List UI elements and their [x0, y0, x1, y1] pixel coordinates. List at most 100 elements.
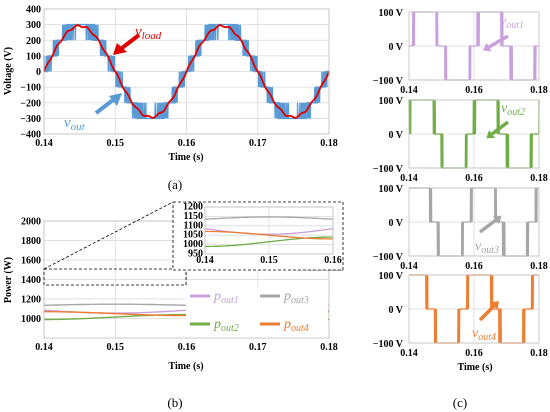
panel-label-sub: out3 [481, 245, 499, 256]
chart-b-y-label: Power (W) [3, 257, 14, 303]
legend-label-p-out1-sub: out1 [221, 295, 239, 306]
chart-a-y-ticks: 400 300 200 100 0 −100 −200 −300 −400 [20, 5, 41, 141]
panel-y-tick-label: −100 V [373, 164, 404, 175]
arrow-v-out-shaft [94, 98, 115, 115]
panel-frame [408, 274, 540, 344]
chart-a-series [43, 23, 330, 120]
panel-label-sub: out1 [506, 20, 524, 31]
inset-y-tick-label: 1050 [183, 230, 203, 241]
panel-label-out3: vout3 [475, 239, 499, 256]
x-tick-label: 0.15 [107, 138, 125, 149]
panel-out4: 100 V 0 V −100 V0.14 0.16 0.18 vout4 [373, 271, 548, 359]
zoom-region-box [43, 268, 187, 286]
inset-background [172, 201, 344, 271]
panel-label-symbol: v [475, 239, 482, 254]
panel-arrow-head-out3 [493, 215, 502, 224]
chart-a-y-label: Voltage (V) [3, 47, 14, 95]
inset-frame [204, 206, 334, 255]
inset-x-tick-label: 0.16 [324, 255, 342, 266]
panel-label-out4: vout4 [472, 326, 496, 343]
legend-label-p-out3-symbol: p [283, 289, 291, 304]
y-tick-label: −200 [20, 98, 41, 109]
panel-x-tick-label: 0.18 [530, 348, 548, 359]
panel-y-tick-label: −100 V [373, 339, 404, 350]
x-tick-label: 0.18 [320, 138, 338, 149]
panel-arrow-out3 [478, 218, 498, 234]
panel-y-tick-label: −100 V [373, 76, 404, 87]
inset-y-tick-label: 1000 [183, 239, 203, 250]
legend-label-p-out1: pout1 [213, 289, 239, 306]
inset-x-tick-label: 0.15 [260, 255, 278, 266]
inset-series-out4-line [205, 230, 333, 240]
x-tick-label: 0.17 [249, 138, 267, 149]
inset-y-tick-label: 1100 [184, 220, 203, 231]
panel-label-symbol: v [501, 101, 508, 116]
panel-arrow-head-out4 [490, 301, 499, 310]
y-tick-label: −100 [20, 83, 41, 94]
legend-label-p-out2-sub: out2 [221, 323, 239, 334]
panel-x-tick-label: 0.16 [465, 85, 483, 96]
chart-a-x-label: Time (s) [168, 152, 203, 163]
panel-y-tick-label: 0 V [388, 218, 403, 229]
panel-frame [408, 187, 540, 257]
legend-label-p-out4-sub: out4 [291, 323, 309, 334]
x-tick-label: 0.14 [35, 342, 53, 353]
inset-series-out2-line [205, 236, 333, 248]
panel-label-symbol: v [500, 14, 507, 29]
inset-x-tick-label: 0.14 [196, 255, 214, 266]
panel-out1: 100 V 0 V −100 V0.14 0.16 0.18 vout1 [373, 8, 548, 96]
inset-y-tick-label: 1200 [183, 202, 203, 213]
label-v-out-symbol: v [64, 115, 71, 131]
x-tick-label: 0.14 [35, 138, 53, 149]
panel-arrow-head-out1 [482, 42, 492, 52]
caption-b: (b) [167, 395, 182, 410]
panel-out2: 100 V 0 V −100 V0.14 0.16 0.18 vout2 [373, 96, 548, 184]
inset-series [204, 216, 334, 248]
label-v-out: vout [64, 115, 86, 133]
inset-y-tick-label: 1150 [184, 211, 203, 222]
caption-c: (c) [453, 395, 467, 410]
panel-x-tick-label: 0.18 [530, 85, 548, 96]
arrow-v-load-head [113, 43, 127, 55]
label-v-load: vload [135, 24, 162, 42]
panel-x-tick-label: 0.16 [465, 348, 483, 359]
label-v-out-sub: out [71, 121, 86, 133]
label-v-load-symbol: v [135, 24, 142, 40]
legend-item-p-out4: pout4 [260, 317, 309, 334]
y-tick-label: 2000 [21, 217, 41, 228]
chart-b-x-label: Time (s) [168, 361, 203, 372]
panel-y-tick-label: −100 V [373, 252, 404, 263]
panel-y-tick-label: 100 V [378, 96, 403, 107]
legend-label-p-out4: pout4 [283, 317, 309, 334]
y-tick-label: 1800 [21, 236, 41, 247]
chart-b-x-ticks: 0.14 0.15 0.16 0.17 0.18 [35, 342, 338, 353]
panel-frame [408, 99, 540, 169]
panel-label-sub: out4 [478, 332, 496, 343]
legend-label-p-out4-symbol: p [283, 317, 291, 332]
panel-y-tick-label: 100 V [378, 271, 403, 282]
series-v-load-line [43, 24, 330, 119]
y-tick-label: 100 [26, 51, 41, 62]
panel-x-tick-label: 0.14 [400, 85, 418, 96]
x-tick-label: 0.18 [320, 342, 338, 353]
panel-x-tick-label: 0.14 [400, 173, 418, 184]
x-tick-label: 0.17 [249, 342, 267, 353]
panel-x-tick-label: 0.16 [465, 173, 483, 184]
caption-a: (a) [168, 177, 182, 192]
inset-x-ticks: 0.14 0.15 0.16 [196, 255, 342, 266]
panel-arrow-out2 [490, 120, 510, 136]
y-tick-label: 400 [26, 5, 41, 16]
legend-label-p-out1-symbol: p [213, 289, 221, 304]
label-v-load-sub: load [142, 30, 162, 42]
panel-x-tick-label: 0.14 [400, 348, 418, 359]
x-tick-label: 0.16 [178, 138, 196, 149]
panel-arrow-head-out2 [486, 130, 495, 139]
y-tick-label: 1400 [21, 275, 41, 286]
chart-a-x-ticks: 0.14 0.15 0.16 0.17 0.18 [35, 138, 338, 149]
panel-y-tick-label: 0 V [388, 305, 403, 316]
legend-label-p-out2: pout2 [213, 317, 239, 334]
